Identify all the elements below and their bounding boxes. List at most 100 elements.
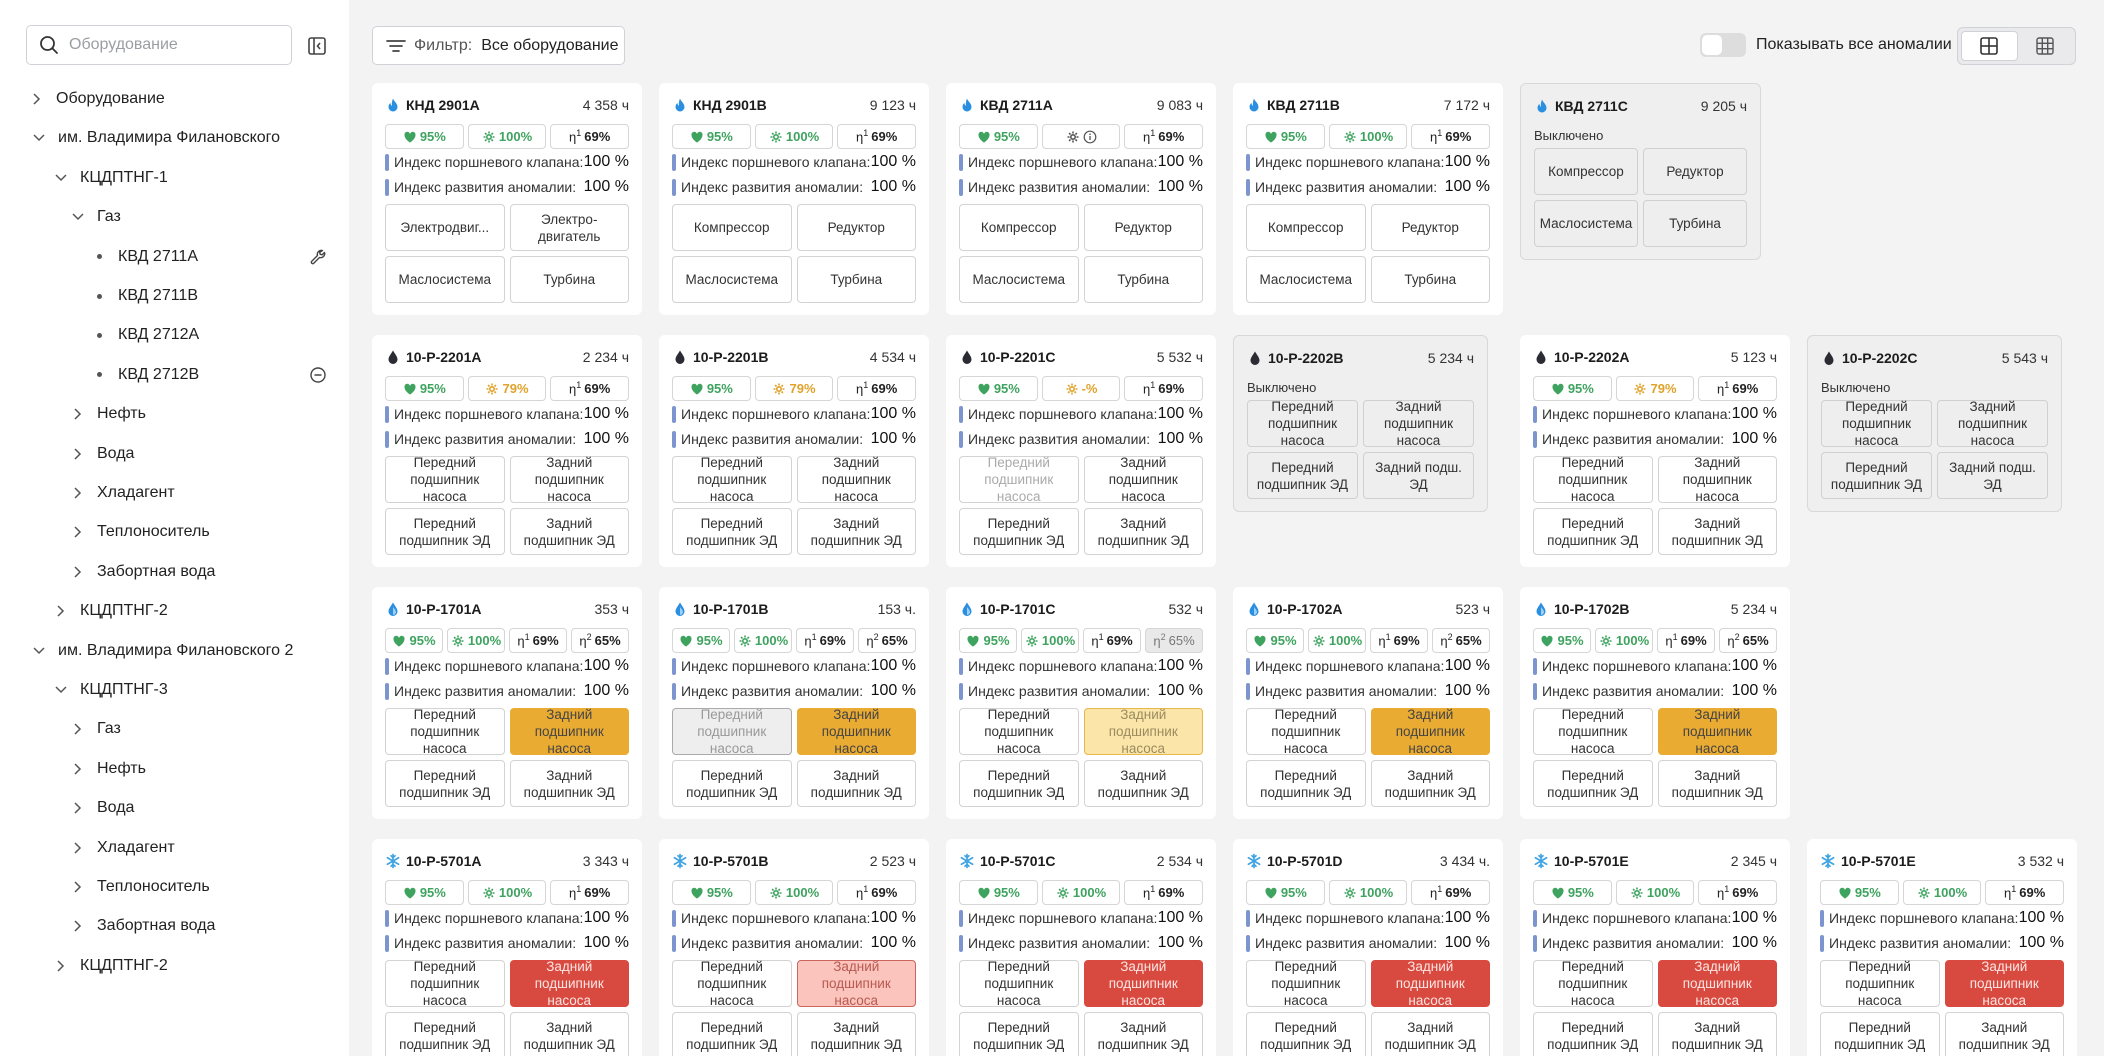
component-button[interactable]: Передний подшипник насоса xyxy=(959,455,1079,504)
component-button[interactable]: Задний подшипник ЭД xyxy=(1657,508,1777,555)
component-button[interactable]: Передний подшипник ЭД xyxy=(1533,1012,1653,1056)
component-button[interactable]: Передний подшипник насоса xyxy=(1533,455,1653,504)
efficiency-metric[interactable]: η1 69% xyxy=(1698,880,1778,905)
filter-button[interactable]: Фильтр: Все оборудование xyxy=(372,26,625,65)
equipment-card[interactable]: КВД 2711А 9 083 ч 95% η1 69% Индекс поршневог… xyxy=(946,83,1216,315)
condition-metric[interactable]: 100% xyxy=(1328,880,1408,905)
component-button[interactable]: Передний подшипник насоса xyxy=(1533,707,1653,756)
component-button[interactable]: Передний подшипник насоса xyxy=(959,707,1079,756)
equipment-card[interactable]: 10-P-1701C 532 ч 95% 100% η1 69% η2 65% Индекс п… xyxy=(946,587,1216,819)
tree-item[interactable]: КВД 2711A xyxy=(0,239,349,275)
view-small-grid-button[interactable] xyxy=(2018,31,2073,61)
tree-item[interactable]: КЦДПТНГ-2 xyxy=(0,948,349,984)
efficiency-metric[interactable]: η1 69% xyxy=(796,628,854,653)
health-metric[interactable]: 95% xyxy=(385,628,443,653)
efficiency-metric[interactable]: η1 69% xyxy=(1657,628,1715,653)
tree-item[interactable]: Вода xyxy=(0,790,349,826)
equipment-card[interactable]: 10-P-5701E 2 345 ч 95% 100% η1 69% Индекс порш… xyxy=(1520,839,1790,1056)
efficiency-metric[interactable]: η2 65% xyxy=(571,628,629,653)
component-button[interactable]: Турбина xyxy=(509,256,629,303)
tree-item[interactable]: им. Владимира Филановского 2 xyxy=(0,633,349,669)
component-button[interactable]: Задний подшипник ЭД xyxy=(1657,1012,1777,1056)
component-button[interactable]: Задний подшипник ЭД xyxy=(1657,760,1777,807)
health-metric[interactable]: 95% xyxy=(959,376,1038,401)
tree-item[interactable]: Забортная вода xyxy=(0,908,349,944)
efficiency-metric[interactable]: η1 69% xyxy=(509,628,567,653)
component-button[interactable]: Передний подшипник ЭД xyxy=(959,760,1079,807)
component-button[interactable]: Задний подшипник ЭД xyxy=(1370,760,1490,807)
condition-metric[interactable]: 100% xyxy=(1328,124,1408,149)
component-button[interactable]: Задний подшипник ЭД xyxy=(1083,1012,1203,1056)
equipment-card[interactable]: КНД 2901B 9 123 ч 95% 100% η1 69% Индекс поршн… xyxy=(659,83,929,315)
health-metric[interactable]: 95% xyxy=(1820,880,1899,905)
component-button[interactable]: Задний подш. ЭД xyxy=(1937,452,2048,499)
tree-item[interactable]: КЦДПТНГ-2 xyxy=(0,593,349,629)
component-button[interactable]: Передний подшипник ЭД xyxy=(1247,452,1358,499)
component-button[interactable]: Маслосистема xyxy=(672,256,792,303)
component-button[interactable]: Задний подшипник насоса xyxy=(1370,707,1490,756)
component-button[interactable]: Задний подшипник насоса xyxy=(796,959,916,1008)
component-button[interactable]: Задний подшипник насоса xyxy=(1657,959,1777,1008)
equipment-card[interactable]: 10-P-2202C 5 543 ч Выключено Передний подши… xyxy=(1807,335,2062,512)
component-button[interactable]: Передний подшипник насоса xyxy=(672,959,792,1008)
component-button[interactable]: Передний подшипник ЭД xyxy=(959,1012,1079,1056)
component-button[interactable]: Редуктор xyxy=(796,204,916,251)
component-button[interactable]: Передний подшипник насоса xyxy=(1246,707,1366,756)
condition-metric[interactable]: 100% xyxy=(1615,880,1695,905)
tree-item[interactable]: КЦДПТНГ-1 xyxy=(0,160,349,196)
component-button[interactable]: Передний подшипник насоса xyxy=(1533,959,1653,1008)
condition-metric[interactable]: 100% xyxy=(1308,628,1366,653)
condition-metric[interactable]: 79% xyxy=(467,376,547,401)
condition-metric[interactable]: 100% xyxy=(467,124,547,149)
component-button[interactable]: Компрессор xyxy=(959,204,1079,251)
component-button[interactable]: Задний подшипник ЭД xyxy=(796,760,916,807)
component-button[interactable]: Задний подшипник насоса xyxy=(1937,399,2048,448)
component-button[interactable]: Передний подшипник насоса xyxy=(1821,399,1932,448)
component-button[interactable]: Задний подшипник насоса xyxy=(509,707,629,756)
condition-metric[interactable]: 100% xyxy=(447,628,505,653)
component-button[interactable]: Задний подшипник насоса xyxy=(796,707,916,756)
component-button[interactable]: Маслосистема xyxy=(1534,200,1638,247)
health-metric[interactable]: 95% xyxy=(1533,628,1591,653)
tree-item[interactable]: Нефть xyxy=(0,396,349,432)
wrench-icon[interactable] xyxy=(309,248,327,266)
component-button[interactable]: Передний подшипник насоса xyxy=(672,455,792,504)
component-button[interactable]: Турбина xyxy=(1643,200,1747,247)
efficiency-metric[interactable]: η1 69% xyxy=(1411,880,1491,905)
component-button[interactable]: Компрессор xyxy=(1534,148,1638,195)
component-button[interactable]: Задний подшипник ЭД xyxy=(796,508,916,555)
tree-item[interactable]: КВД 2711B xyxy=(0,278,349,314)
component-button[interactable]: Передний подшипник ЭД xyxy=(1821,452,1932,499)
tree-item[interactable]: Забортная вода xyxy=(0,554,349,590)
equipment-card[interactable]: 10-P-5701A 3 343 ч 95% 100% η1 69% Индекс порш… xyxy=(372,839,642,1056)
component-button[interactable]: Задний подшипник насоса xyxy=(1363,399,1474,448)
component-button[interactable]: Задний подшипник насоса xyxy=(1944,959,2064,1008)
condition-metric[interactable]: 100% xyxy=(467,880,547,905)
equipment-card[interactable]: 10-P-1702B 5 234 ч 95% 100% η1 69% η2 65% Индекс… xyxy=(1520,587,1790,819)
efficiency-metric[interactable]: η2 65% xyxy=(1145,628,1203,653)
tree-item[interactable]: КВД 2712A xyxy=(0,317,349,353)
health-metric[interactable]: 95% xyxy=(1533,880,1612,905)
component-button[interactable]: Задний подшипник насоса xyxy=(1370,959,1490,1008)
component-button[interactable]: Задний подшипник ЭД xyxy=(509,760,629,807)
efficiency-metric[interactable]: η1 69% xyxy=(1124,880,1204,905)
condition-metric[interactable] xyxy=(1041,124,1121,149)
condition-metric[interactable]: 100% xyxy=(1041,880,1121,905)
tree-item[interactable]: Оборудование xyxy=(0,81,349,117)
component-button[interactable]: Задний подшипник ЭД xyxy=(1083,508,1203,555)
tree-item[interactable]: Вода xyxy=(0,436,349,472)
condition-metric[interactable]: 79% xyxy=(754,376,834,401)
component-button[interactable]: Передний подшипник насоса xyxy=(672,707,792,756)
component-button[interactable]: Задний подшипник насоса xyxy=(1083,455,1203,504)
component-button[interactable]: Турбина xyxy=(796,256,916,303)
component-button[interactable]: Передний подшипник ЭД xyxy=(385,760,505,807)
equipment-card[interactable]: 10-P-1701B 153 ч. 95% 100% η1 69% η2 65% Индекс … xyxy=(659,587,929,819)
component-button[interactable]: Задний подшипник насоса xyxy=(509,455,629,504)
component-button[interactable]: Электродвиг... xyxy=(385,204,505,251)
health-metric[interactable]: 95% xyxy=(1533,376,1612,401)
condition-metric[interactable]: 100% xyxy=(734,628,792,653)
component-button[interactable]: Турбина xyxy=(1370,256,1490,303)
component-button[interactable]: Передний подшипник ЭД xyxy=(1246,1012,1366,1056)
tree-item[interactable]: Теплоноситель xyxy=(0,869,349,905)
health-metric[interactable]: 95% xyxy=(672,124,751,149)
